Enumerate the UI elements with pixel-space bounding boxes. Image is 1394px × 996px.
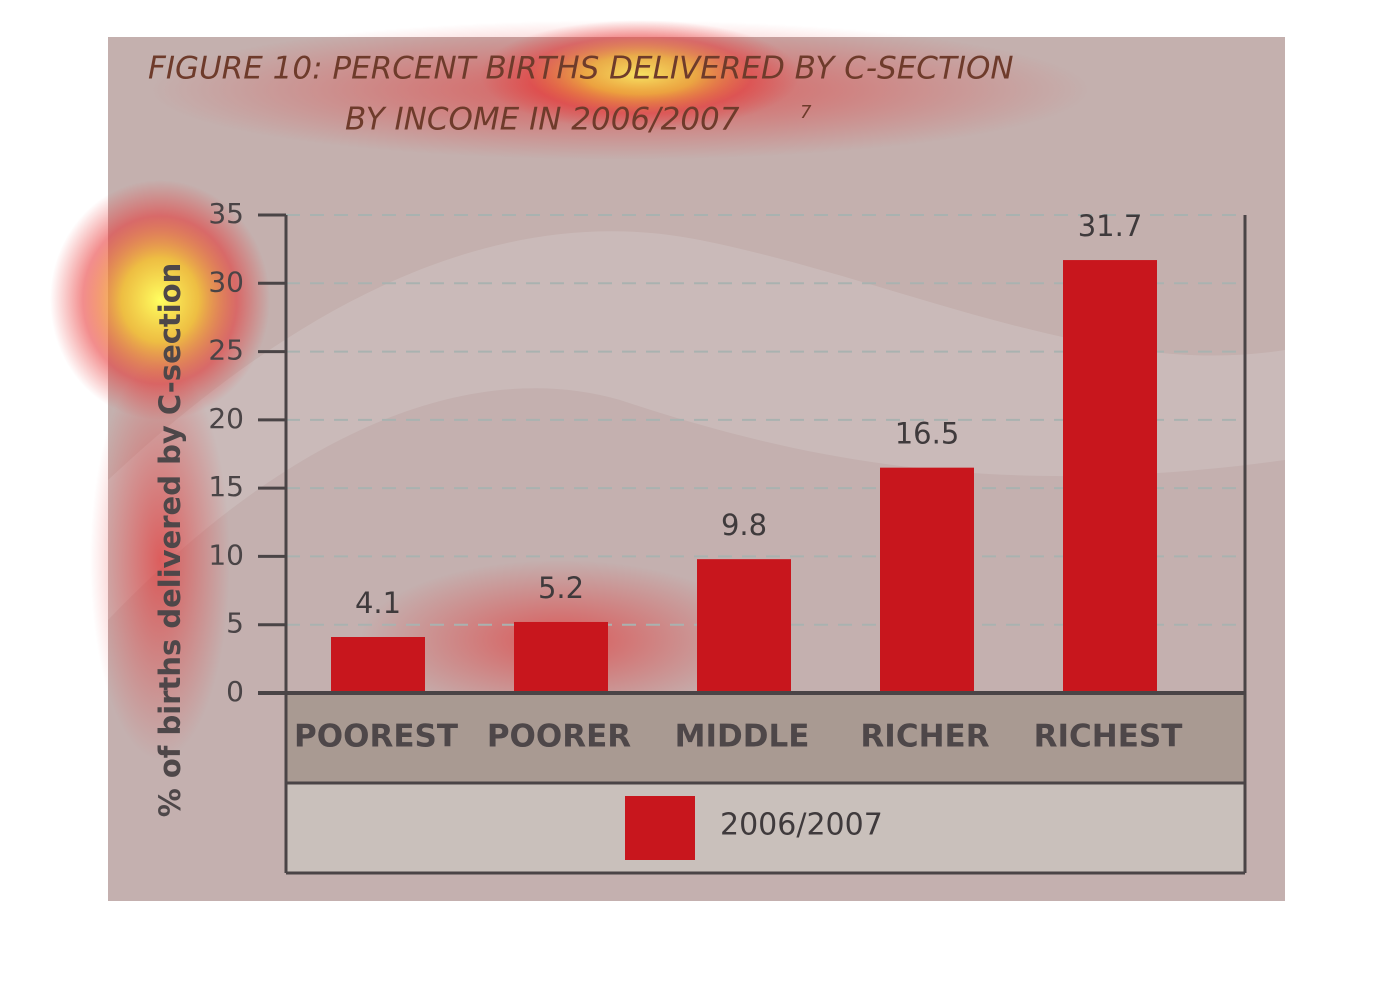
chart-title: BY INCOME IN 2006/2007 (345, 102, 740, 138)
y-tick-label: 0 (226, 675, 244, 708)
bar (1063, 260, 1157, 693)
heatmap-spot (480, 20, 800, 130)
bar (514, 621, 608, 693)
heatmap-spot (50, 180, 270, 420)
chart-title: FIGURE 10: PERCENT BIRTHS DELIVERED BY C… (148, 51, 1014, 87)
legend-swatch (625, 796, 695, 860)
value-label: 16.5 (895, 417, 960, 451)
category-band (286, 693, 1245, 783)
x-tick-label: RICHER (860, 719, 989, 755)
y-axis-label: % of births delivered by C-section (153, 263, 187, 818)
title-note: 7 (800, 102, 812, 123)
x-tick-label: RICHEST (1034, 719, 1183, 755)
x-tick-label: POORER (487, 719, 631, 755)
value-label: 9.8 (721, 508, 767, 542)
bar (697, 559, 791, 693)
legend-box (286, 783, 1245, 873)
value-label: 4.1 (355, 586, 401, 620)
y-tick-label: 20 (208, 402, 244, 435)
y-tick-label: 25 (208, 334, 244, 367)
heatmap-spot (90, 360, 230, 760)
legend-label: 2006/2007 (720, 808, 883, 843)
value-label: 5.2 (538, 571, 584, 605)
value-label: 31.7 (1078, 209, 1143, 243)
x-tick-label: POOREST (294, 719, 458, 755)
y-tick-label: 35 (208, 197, 244, 230)
bar (331, 637, 425, 693)
y-tick-label: 15 (208, 470, 244, 503)
y-tick-label: 10 (208, 538, 244, 571)
y-tick-label: 30 (208, 265, 244, 298)
x-tick-label: MIDDLE (675, 719, 810, 755)
bar (880, 467, 974, 693)
y-tick-label: 5 (226, 607, 244, 640)
